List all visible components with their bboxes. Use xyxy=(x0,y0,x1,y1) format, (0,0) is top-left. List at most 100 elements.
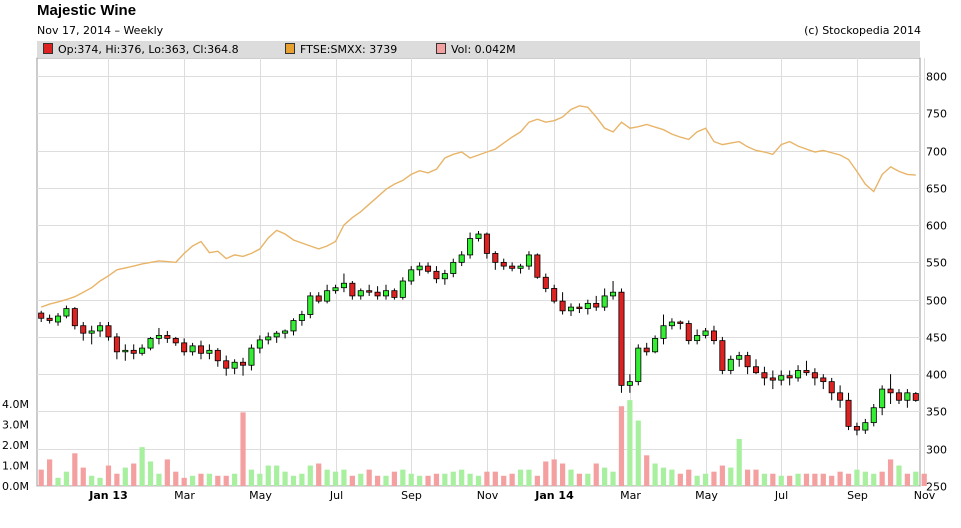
volume-bar xyxy=(442,473,448,486)
candle-body xyxy=(879,388,886,409)
volume-bar xyxy=(753,469,759,486)
volume-bar xyxy=(787,475,793,486)
price-tick-label: 450 xyxy=(926,332,947,345)
volume-bar xyxy=(913,471,919,486)
candle-body xyxy=(652,337,659,353)
candle-body xyxy=(248,347,255,366)
price-tick-label: 800 xyxy=(926,71,947,84)
candle-body xyxy=(551,288,558,302)
volume-bar xyxy=(223,475,229,486)
candle-body xyxy=(122,349,129,353)
candle-body xyxy=(753,366,760,374)
volume-bar xyxy=(417,475,423,486)
candle-body xyxy=(534,254,541,278)
candle-body xyxy=(139,347,146,354)
plot-area xyxy=(36,57,921,487)
volume-bar xyxy=(147,461,154,486)
candle-body xyxy=(231,361,238,369)
candle-body xyxy=(904,392,911,401)
candle-body xyxy=(80,325,87,334)
x-tick-label: Jan 13 xyxy=(88,489,127,502)
volume-bar xyxy=(358,473,364,486)
volume-bar xyxy=(105,465,112,486)
volume-bar xyxy=(425,475,431,486)
candle-body xyxy=(416,265,423,271)
candle-body xyxy=(315,295,322,302)
candle-body xyxy=(668,321,675,327)
volume-bar xyxy=(728,467,734,486)
price-tick-label: 500 xyxy=(926,295,947,308)
candle-body xyxy=(786,375,793,379)
price-tick-label: 650 xyxy=(926,183,947,196)
volume-bar xyxy=(366,469,372,486)
candle-body xyxy=(853,425,860,431)
price-tick-label: 550 xyxy=(926,257,947,270)
volume-bar xyxy=(80,467,86,486)
price-tick-label: 600 xyxy=(926,220,947,233)
candle-body xyxy=(382,290,390,297)
volume-bar xyxy=(862,471,868,486)
volume-bar xyxy=(921,473,927,486)
candle-body xyxy=(282,330,289,334)
x-tick-label: Nov xyxy=(914,489,936,502)
volume-bar xyxy=(282,471,288,486)
volume-bar xyxy=(568,469,574,486)
candle-body xyxy=(55,315,62,323)
volume-bar xyxy=(871,473,877,486)
legend-ohlc: Op:374, Hi:376, Lo:363, Cl:364.8 xyxy=(43,43,239,56)
candle-body xyxy=(483,233,490,254)
candle-body xyxy=(778,375,785,381)
volume-bar xyxy=(408,473,414,486)
volume-bar xyxy=(551,459,557,486)
legend-volume-swatch xyxy=(436,43,446,54)
candle-body xyxy=(298,314,305,321)
candle-body xyxy=(88,330,95,334)
volume-bar xyxy=(349,475,355,486)
candle-body xyxy=(265,336,272,341)
candle-body xyxy=(542,276,549,289)
volume-bar xyxy=(593,463,599,486)
volume-bar xyxy=(274,465,280,486)
volume-bar xyxy=(618,406,625,486)
candle-body xyxy=(399,280,406,298)
volume-tick-label: 3.0M xyxy=(2,419,29,432)
candle-body xyxy=(803,370,810,374)
volume-bar xyxy=(433,473,440,486)
candle-body xyxy=(189,345,196,353)
volume-bar xyxy=(501,475,507,486)
volume-bar xyxy=(173,471,179,486)
volume-bar xyxy=(694,475,700,486)
candle-body xyxy=(736,355,743,360)
volume-bar xyxy=(467,473,473,486)
chart-title: Majestic Wine xyxy=(37,2,137,19)
volume-bar xyxy=(257,473,263,486)
volume-bar xyxy=(610,471,616,486)
index-line xyxy=(40,105,916,308)
volume-bar xyxy=(559,463,566,486)
volume-bar xyxy=(122,467,128,486)
volume-bar xyxy=(887,459,894,486)
volume-bar xyxy=(812,473,818,486)
candle-body xyxy=(635,347,642,383)
volume-bar xyxy=(131,463,137,486)
volume-bar xyxy=(702,473,709,486)
candle-body xyxy=(643,347,650,353)
candle-body xyxy=(769,377,776,381)
price-tick-label: 250 xyxy=(926,481,947,494)
volume-bar xyxy=(829,475,835,486)
volume-bar xyxy=(374,475,381,486)
volume-bar xyxy=(341,469,347,486)
chart-subtitle: Nov 17, 2014 – Weekly xyxy=(37,24,164,37)
candle-body xyxy=(172,337,179,344)
candle-body xyxy=(181,342,188,353)
candle-body xyxy=(811,372,818,379)
price-tick-label: 700 xyxy=(926,146,947,159)
candle-body xyxy=(887,388,894,394)
volume-bar xyxy=(534,475,540,486)
candle-body xyxy=(164,335,171,339)
volume-bar xyxy=(845,473,852,486)
candle-body xyxy=(206,349,213,354)
volume-bar xyxy=(299,473,305,486)
candle-body xyxy=(593,302,600,308)
volume-tick-label: 2.0M xyxy=(2,439,29,452)
